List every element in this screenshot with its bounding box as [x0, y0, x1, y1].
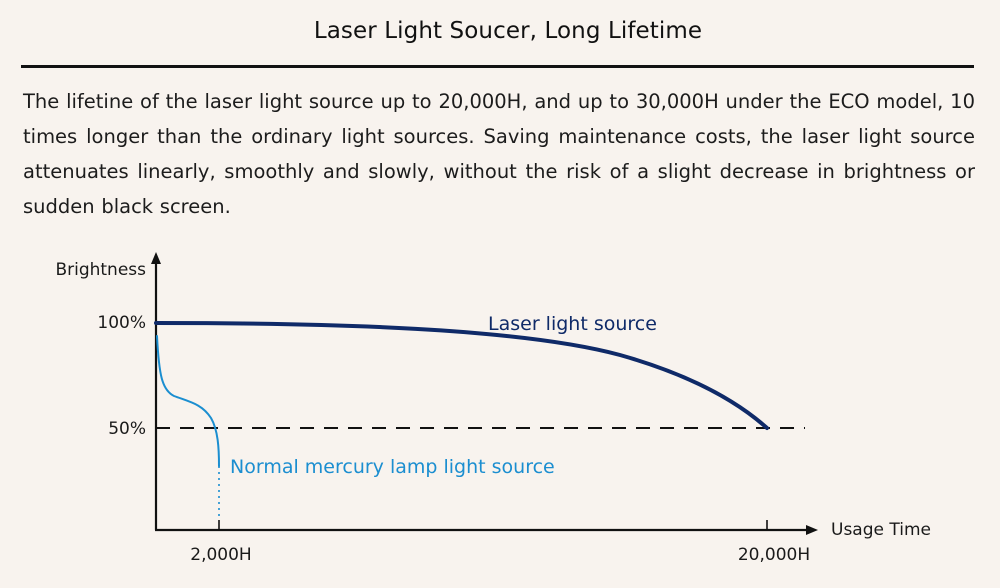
x-axis-arrow	[806, 525, 818, 535]
y-tick-100: 100%	[97, 313, 146, 333]
x-tick-2000: 2,000H	[190, 545, 251, 565]
x-tick-20000: 20,000H	[738, 545, 810, 565]
x-axis-label: Usage Time	[831, 520, 931, 540]
description-paragraph: The lifetine of the laser light source u…	[23, 90, 975, 218]
y-tick-50: 50%	[108, 419, 146, 439]
mercury-series-label: Normal mercury lamp light source	[230, 456, 555, 478]
laser-series-line	[154, 321, 769, 430]
mercury-series-line	[156, 335, 220, 467]
y-axis-arrow	[151, 252, 161, 264]
page-title: Laser Light Soucer, Long Lifetime	[313, 18, 703, 44]
title-divider	[21, 65, 974, 68]
y-axis-label: Brightness	[55, 260, 146, 280]
laser-series-label: Laser light source	[488, 313, 657, 335]
